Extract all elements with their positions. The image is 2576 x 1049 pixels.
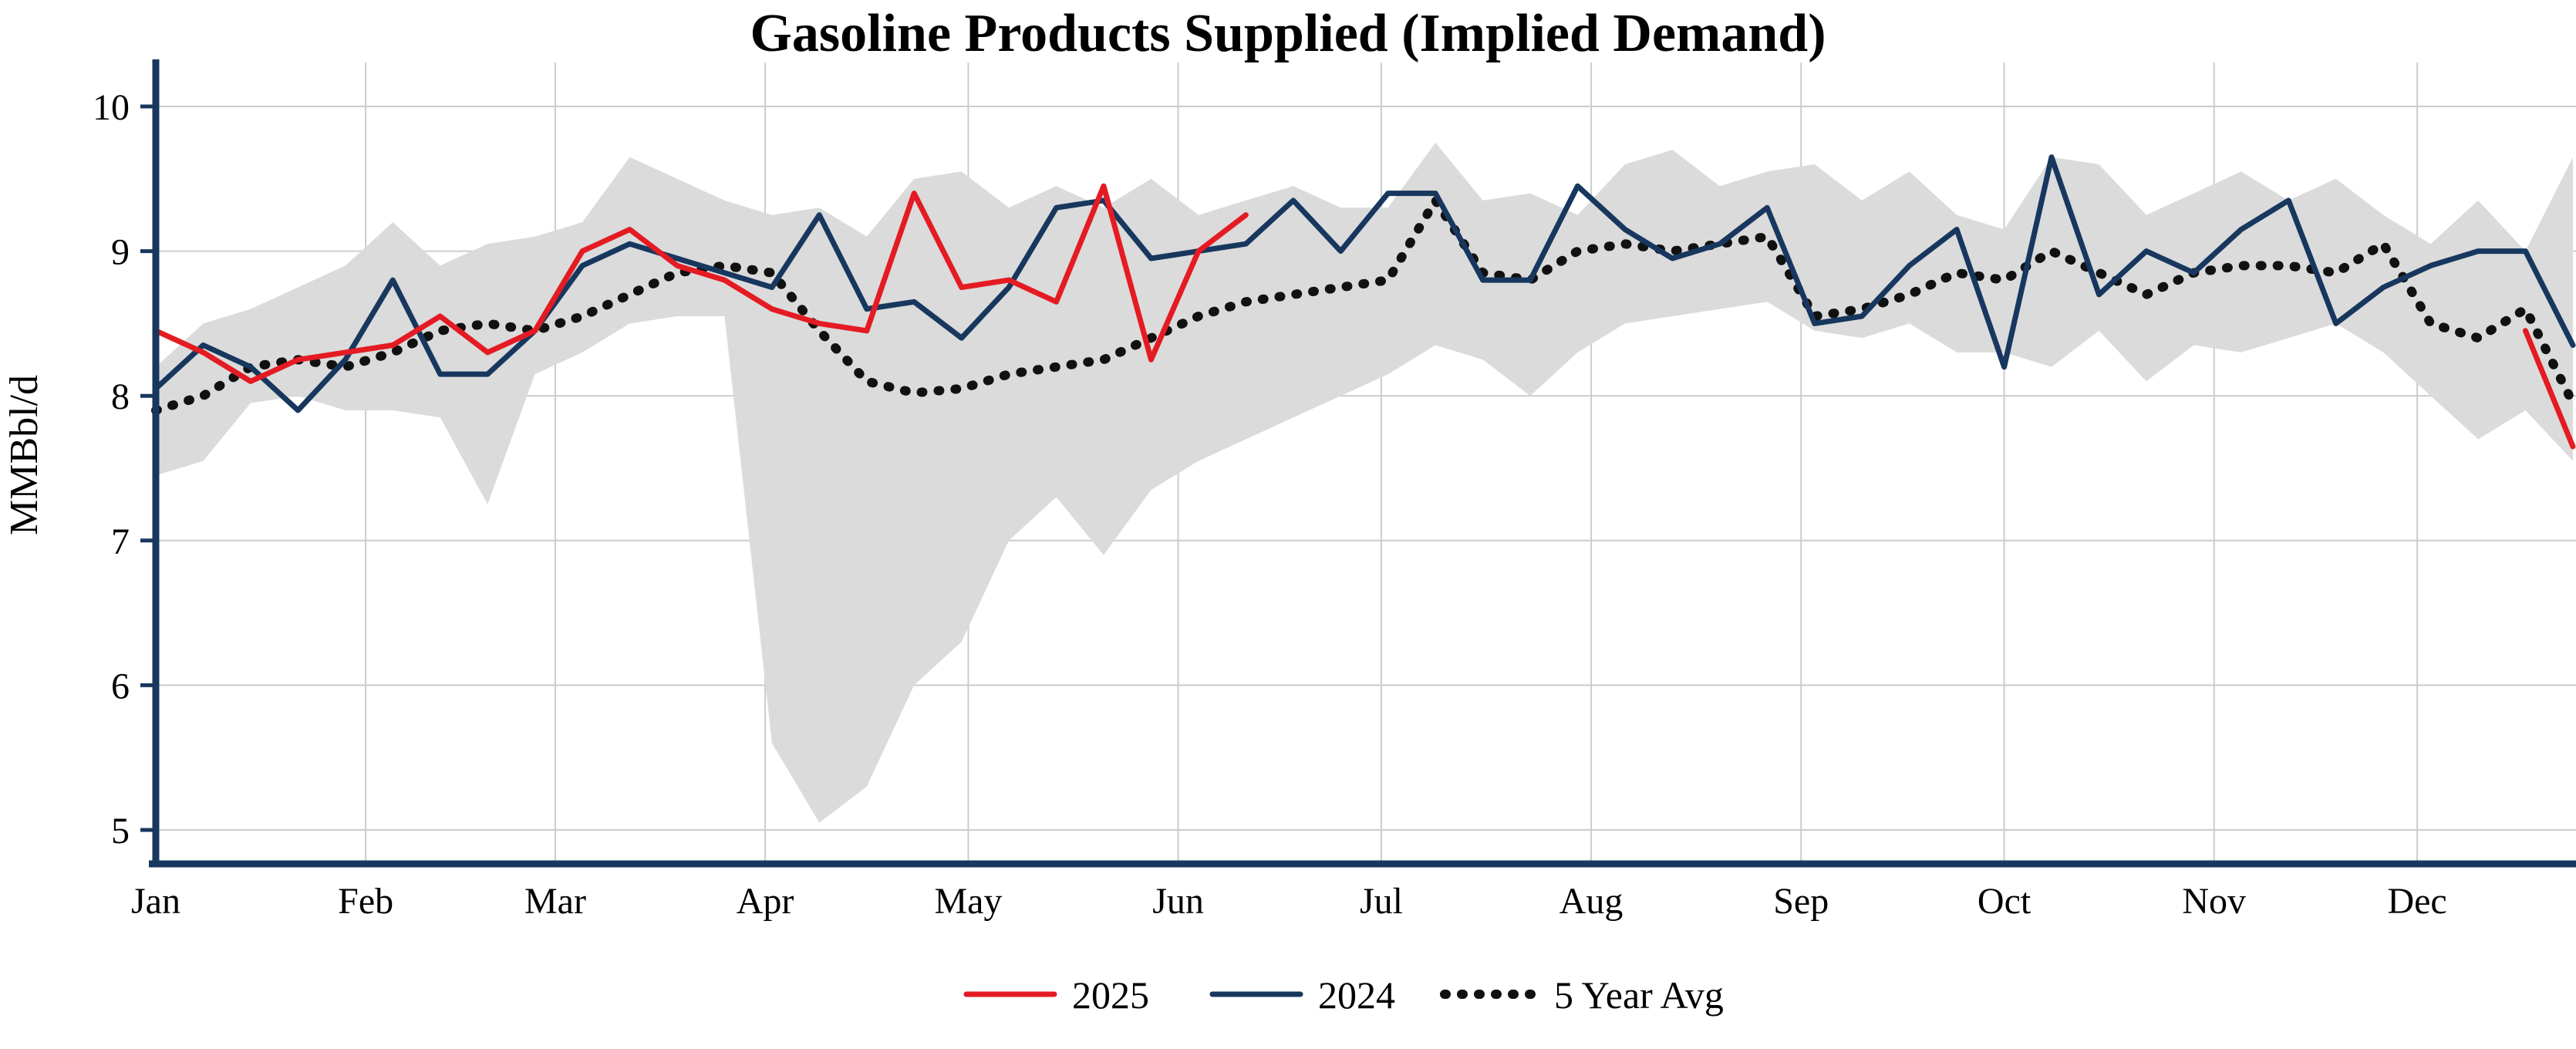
x-tick-label: Jan [131,881,180,922]
x-tick-label: Jul [1360,881,1403,922]
line-2025 [153,183,2576,450]
legend-label-5yr-avg: 5 Year Avg [1554,973,1724,1017]
legend-label-2025: 2025 [1072,973,1149,1017]
legend: 2025 2024 5 Year Avg [963,973,1724,1017]
legend-item-5yr-avg: 5 Year Avg [1440,973,1724,1017]
x-tick-label: Feb [338,881,393,922]
x-tick-label: Mar [524,881,586,922]
y-tick-label: 6 [111,666,130,707]
legend-label-2024: 2024 [1318,973,1395,1017]
x-tick-label: Sep [1773,881,1829,922]
axes [140,59,2576,868]
five-year-range-area [156,142,2573,823]
x-tick-label: Dec [2387,881,2446,922]
x-tick-label: Apr [737,881,794,922]
y-tick-label: 7 [111,521,130,562]
y-tick-label: 8 [111,376,130,417]
x-tick-label: May [934,881,1002,922]
x-tick-label: Jun [1152,881,1204,922]
legend-item-2024: 2024 [1209,973,1395,1017]
tick-labels: 5 6 7 8 9 10 Jan Feb Mar Apr May Jun Jul Aug Sep Oct Nov… [93,87,2447,922]
gridlines [156,62,2576,864]
legend-item-2025: 2025 [963,973,1149,1017]
y-tick-label: 9 [111,232,130,273]
x-tick-label: Nov [2182,881,2246,922]
chart-title: Gasoline Products Supplied (Implied Dema… [750,4,1826,63]
five-year-range-band [156,142,2573,823]
line-5-year-avg [151,195,2576,415]
line-2024 [153,154,2576,413]
y-tick-label: 10 [93,87,130,128]
y-axis-label: MMBbl/d [2,375,46,535]
y-tick-label: 5 [111,811,130,852]
series-lines [151,154,2576,450]
x-tick-label: Aug [1559,881,1623,922]
x-tick-label: Oct [1978,881,2031,922]
